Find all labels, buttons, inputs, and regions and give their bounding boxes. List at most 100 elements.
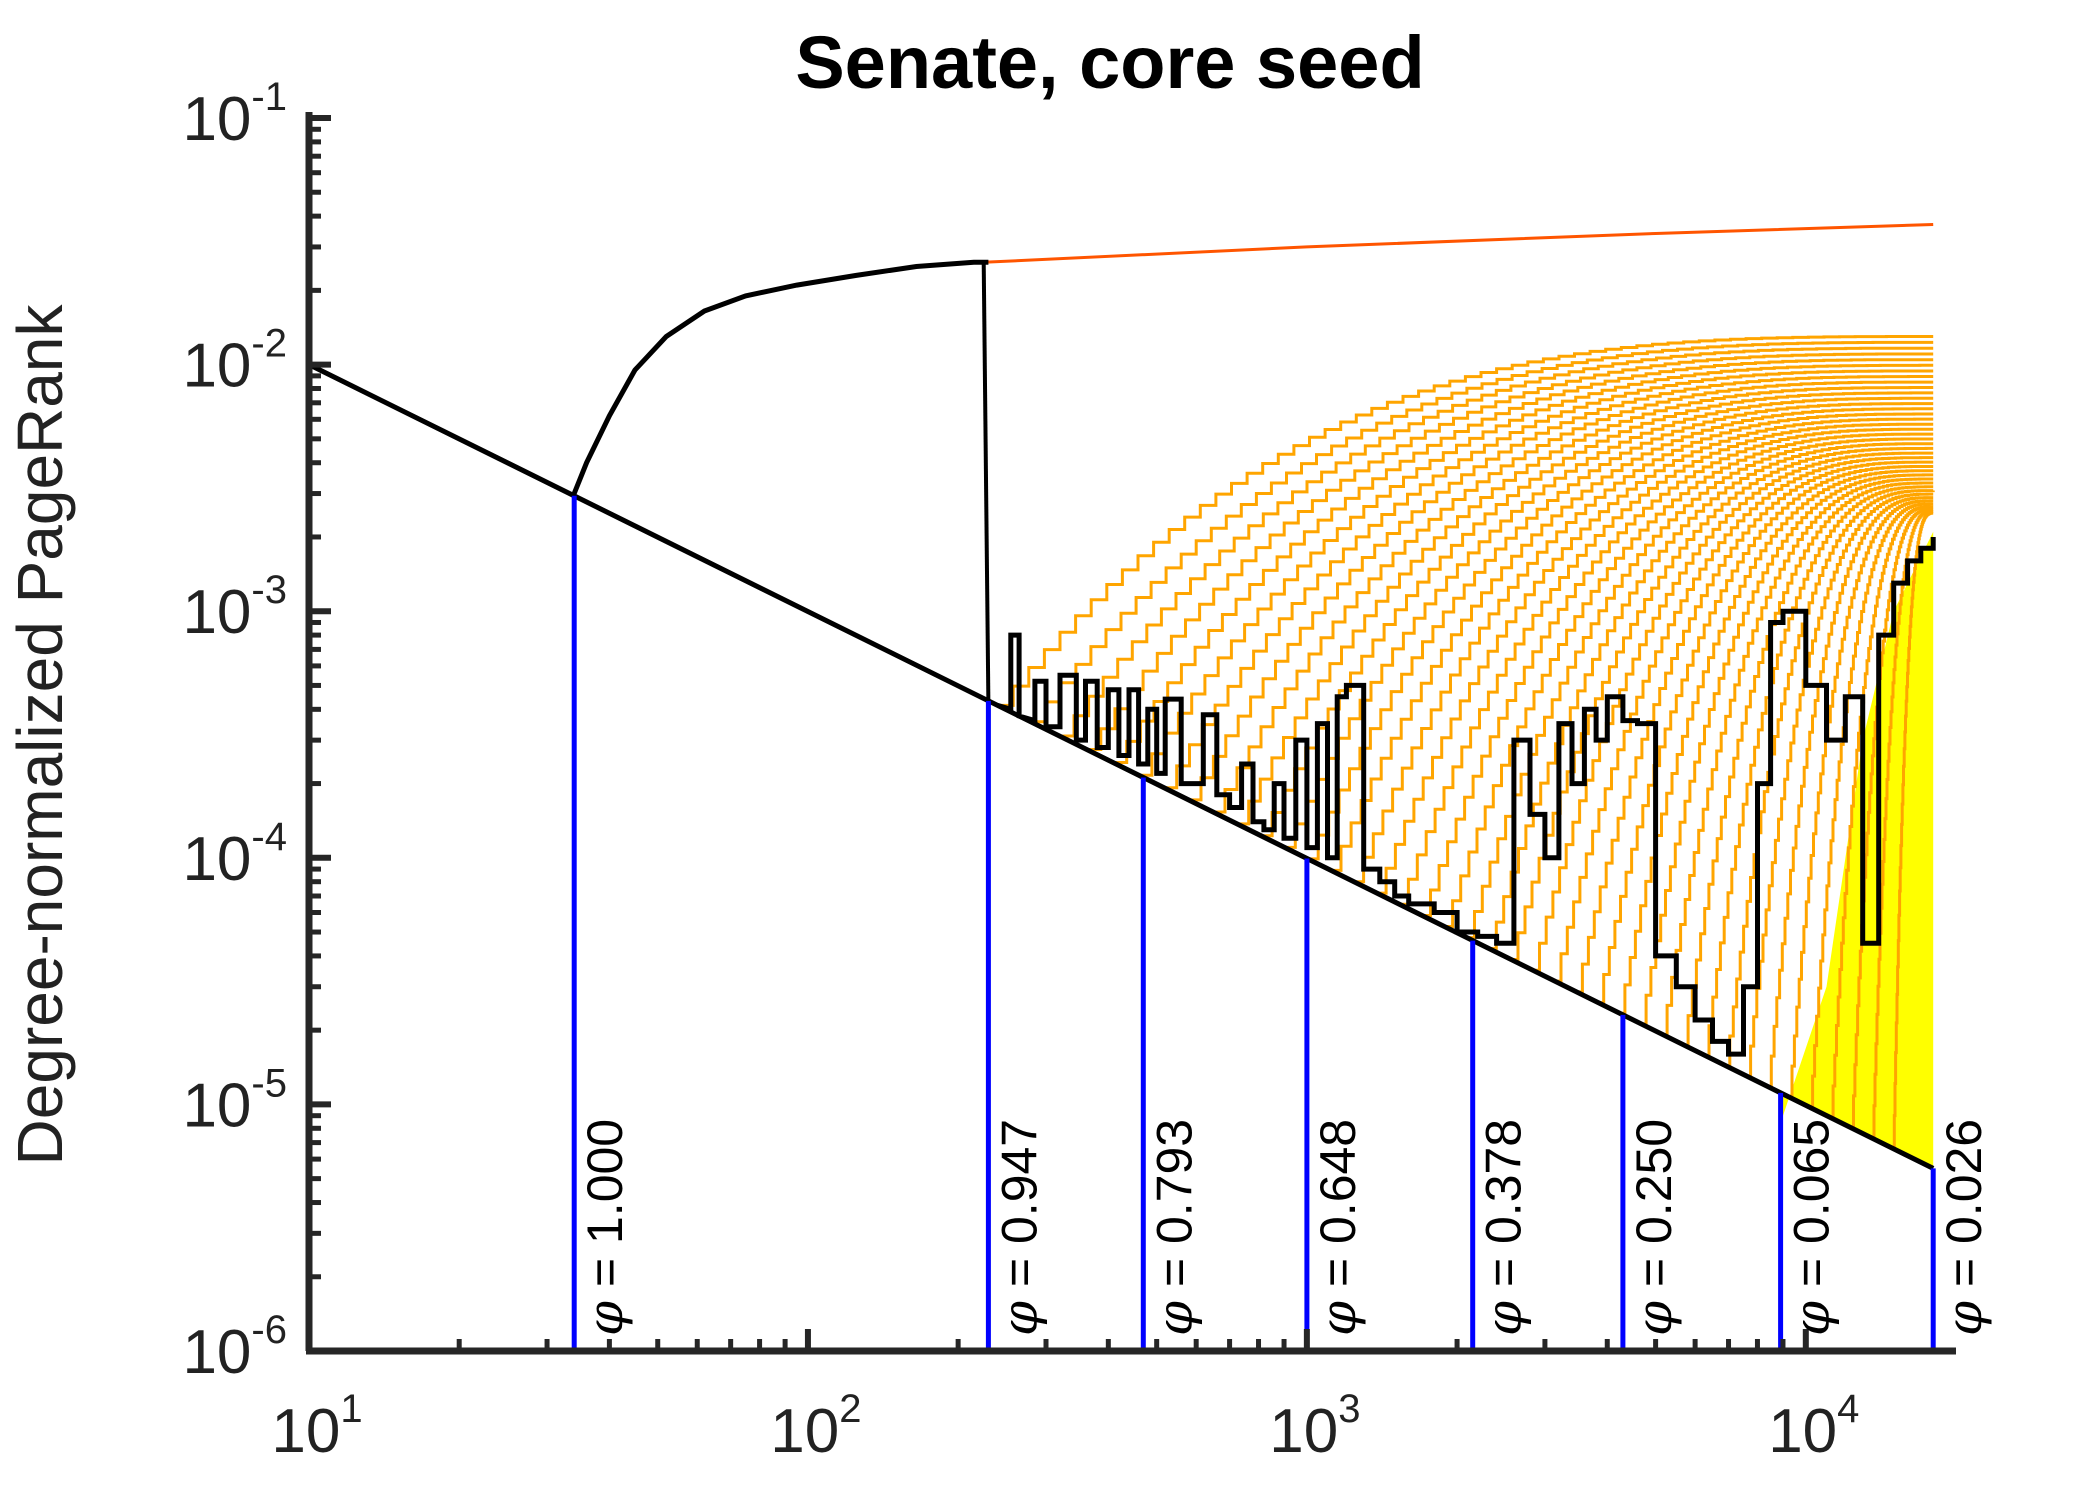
orange-series-line — [1399, 422, 1934, 906]
x-tick-label: 103 — [1269, 1387, 1360, 1466]
phi-symbol: φ — [1625, 1301, 1683, 1336]
orange-series-line — [1163, 369, 1934, 790]
x-tick-exp: 2 — [839, 1387, 861, 1431]
cut-label: φ = 0.065 — [1783, 1119, 1841, 1336]
phi-value: = 1.000 — [577, 1119, 633, 1301]
orange-series-line — [1086, 352, 1934, 751]
orange-series-line — [1213, 380, 1934, 814]
y-tick-label: 10-6 — [182, 1308, 287, 1387]
x-tick-exp: 4 — [1837, 1387, 1859, 1431]
y-tick-label: 10-4 — [182, 815, 287, 894]
y-tick-exp: -4 — [251, 815, 287, 859]
chart-title: Senate, core seed — [795, 21, 1424, 104]
orange-series-line — [1662, 477, 1934, 1036]
orange-series-line — [1466, 437, 1934, 940]
y-tick-base: 10 — [182, 578, 251, 647]
phi-value: = 0.026 — [1936, 1119, 1992, 1301]
y-tick-exp: -2 — [251, 322, 287, 366]
orange-series-line — [1422, 427, 1934, 917]
cut-label: φ = 0.947 — [990, 1119, 1048, 1336]
orange-series-line — [1059, 346, 1934, 738]
orange-series-line — [1488, 442, 1934, 950]
x-tick-base: 10 — [1768, 1397, 1837, 1466]
cut-label: φ = 1.000 — [576, 1119, 634, 1336]
phi-symbol: φ — [990, 1301, 1048, 1336]
y-tick-base: 10 — [182, 332, 251, 401]
phi-symbol: φ — [1783, 1301, 1841, 1336]
orange-series-line — [1331, 407, 1934, 872]
orange-series-line — [1768, 496, 1934, 1089]
y-tick-label: 10-2 — [182, 322, 287, 401]
x-tick-base: 10 — [271, 1397, 340, 1466]
core-curve-line — [571, 259, 989, 495]
orange-series-line — [1683, 481, 1934, 1047]
orange-series-line — [1872, 510, 1934, 1141]
y-tick-label: 10-5 — [182, 1061, 287, 1140]
orange-series-line — [1030, 340, 1934, 724]
orange-series-line — [1892, 511, 1934, 1151]
y-tick-exp: -6 — [251, 1308, 287, 1352]
orange-series-line — [1810, 502, 1934, 1110]
orange-series-line — [1532, 451, 1934, 972]
cut-label: φ = 0.026 — [1935, 1119, 1993, 1336]
x-tick-label: 102 — [770, 1387, 861, 1466]
x-tick-label: 104 — [1768, 1387, 1859, 1466]
boundary-line — [309, 362, 1935, 1171]
phi-symbol: φ — [1145, 1301, 1203, 1336]
orange-series-line — [997, 335, 1934, 707]
phi-value: = 0.378 — [1476, 1119, 1532, 1301]
x-tick-base: 10 — [1269, 1397, 1338, 1466]
black-series-line — [996, 537, 1936, 1057]
x-tick-base: 10 — [770, 1397, 839, 1466]
orange-series-line — [1705, 485, 1934, 1058]
orange-series-line — [1444, 432, 1934, 928]
plot-area — [309, 223, 1936, 1351]
y-tick-exp: -1 — [251, 75, 287, 119]
orange-series-line — [1138, 363, 1934, 777]
orange-series-line — [1113, 358, 1934, 764]
cut-label: φ = 0.648 — [1309, 1119, 1367, 1336]
orange-series-line — [1237, 386, 1934, 826]
orange-series-line — [1747, 492, 1934, 1078]
orange-series-line — [1376, 417, 1934, 895]
x-tick-label: 101 — [271, 1387, 362, 1466]
y-tick-label: 10-1 — [182, 75, 287, 154]
y-tick-base: 10 — [182, 1318, 251, 1387]
top-series-line — [983, 223, 1934, 264]
phi-symbol: φ — [1475, 1301, 1533, 1336]
cut-label: φ = 0.793 — [1145, 1119, 1203, 1336]
phi-value: = 0.793 — [1146, 1119, 1202, 1301]
drop-line — [981, 262, 991, 705]
orange-series-line — [1260, 391, 1934, 838]
y-axis-label: Degree-normalized PageRank — [4, 304, 76, 1166]
phi-symbol: φ — [576, 1301, 634, 1336]
y-tick-label: 10-3 — [182, 568, 287, 647]
x-tick-exp: 3 — [1338, 1387, 1360, 1431]
orange-series-line — [1354, 412, 1934, 884]
phi-value: = 0.648 — [1310, 1119, 1366, 1301]
orange-series-line — [1510, 446, 1934, 961]
orange-series-line — [1619, 469, 1934, 1015]
y-tick-base: 10 — [182, 1071, 251, 1140]
y-tick-exp: -3 — [251, 568, 287, 612]
orange-series-line — [1726, 489, 1935, 1068]
phi-value: = 0.250 — [1626, 1119, 1682, 1301]
phi-value: = 0.947 — [991, 1119, 1047, 1301]
orange-series-line — [1284, 396, 1934, 849]
phi-symbol: φ — [1309, 1301, 1367, 1336]
y-tick-exp: -5 — [251, 1061, 287, 1105]
x-tick-exp: 1 — [340, 1387, 362, 1431]
y-tick-base: 10 — [182, 85, 251, 154]
orange-series-line — [1554, 456, 1934, 983]
orange-series-line — [1831, 505, 1934, 1120]
y-tick-base: 10 — [182, 825, 251, 894]
orange-series-line — [1576, 460, 1934, 994]
orange-series-line — [1641, 473, 1934, 1026]
orange-series-line — [1307, 402, 1934, 861]
orange-series-line — [1789, 499, 1934, 1099]
phi-value: = 0.065 — [1784, 1119, 1840, 1301]
orange-series-line — [1188, 375, 1934, 802]
